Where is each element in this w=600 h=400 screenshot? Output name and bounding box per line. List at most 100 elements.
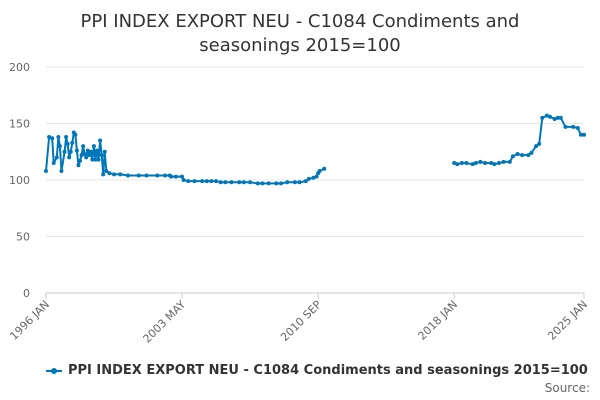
data-point-0-0-66: [285, 180, 290, 185]
data-point-0-0-72: [314, 174, 319, 179]
data-point-0-0-28: [93, 157, 98, 162]
data-point-0-1-16: [526, 153, 531, 158]
data-point-0-1-21: [544, 113, 549, 118]
data-point-0-1-23: [552, 116, 557, 121]
chart-title-line-1: PPI INDEX EXPORT NEU - C1084 Condiments …: [80, 11, 520, 32]
data-point-0-0-12: [68, 149, 73, 154]
data-point-0-0-68: [297, 180, 302, 185]
data-point-0-0-19: [79, 153, 84, 158]
data-point-0-1-17: [529, 150, 534, 155]
data-point-0-0-60: [248, 180, 253, 185]
data-point-0-0-16: [74, 148, 79, 153]
data-point-0-0-17: [76, 163, 81, 168]
legend[interactable]: PPI INDEX EXPORT NEU - C1084 Condiments …: [46, 363, 588, 378]
data-point-0-1-24: [555, 115, 560, 120]
data-point-0-0-8: [62, 149, 67, 154]
data-point-0-1-13: [510, 154, 515, 159]
x-axis: 1996 JAN 2003 MAY 2010 SEP 2018 JAN 2025 JAN: [7, 293, 590, 346]
data-point-0-0-34: [102, 149, 107, 154]
data-point-0-0-7: [59, 168, 64, 173]
data-point-0-0-53: [209, 179, 214, 184]
grid-lines: [46, 66, 584, 294]
data-point-0-0-71: [311, 175, 316, 180]
data-point-0-0-52: [204, 179, 209, 184]
data-point-0-0-23: [85, 148, 90, 153]
data-point-0-0-54: [214, 179, 219, 184]
data-point-0-1-22: [547, 114, 552, 119]
data-point-0-0-18: [78, 158, 83, 163]
data-point-0-1-11: [501, 159, 506, 164]
data-point-0-0-70: [306, 176, 311, 181]
data-point-0-1-29: [578, 132, 583, 137]
data-point-0-0-50: [192, 179, 197, 184]
data-point-0-0-49: [186, 179, 191, 184]
data-point-0-0-10: [65, 141, 70, 146]
data-point-0-1-5: [473, 161, 478, 166]
x-tick-label-3: 2018 JAN: [416, 298, 461, 343]
y-tick-label-200: 200: [9, 61, 30, 74]
x-tick-label-2: 2010 SEP: [278, 298, 324, 344]
data-point-0-0-9: [64, 135, 69, 140]
data-point-0-1-14: [515, 152, 520, 157]
data-point-0-0-62: [260, 181, 265, 186]
source-label: Source:: [544, 381, 590, 395]
data-point-0-0-56: [223, 180, 228, 185]
data-point-0-1-27: [571, 124, 576, 129]
data-point-0-1-15: [520, 153, 525, 158]
data-point-0-0-40: [136, 173, 141, 178]
data-point-0-0-67: [292, 180, 297, 185]
data-point-0-0-26: [90, 157, 95, 162]
chart-title: PPI INDEX EXPORT NEU - C1084 Condiments …: [0, 10, 600, 58]
data-point-0-0-20: [81, 144, 86, 149]
data-point-0-1-18: [534, 144, 539, 149]
data-point-0-1-19: [537, 141, 542, 146]
data-point-0-0-36: [107, 171, 112, 176]
data-point-0-0-57: [229, 180, 234, 185]
data-point-0-0-11: [67, 155, 72, 160]
data-point-0-0-35: [104, 168, 109, 173]
data-point-0-0-25: [88, 149, 93, 154]
data-point-0-0-46: [173, 174, 178, 179]
series-line-0-segment-1: [453, 114, 584, 166]
data-point-0-0-30: [96, 157, 101, 162]
data-point-0-1-20: [540, 115, 545, 120]
data-point-0-1-3: [464, 161, 469, 166]
data-point-0-0-22: [84, 155, 89, 160]
data-point-0-0-29: [95, 148, 100, 153]
data-point-0-0-47: [180, 174, 185, 179]
x-tick-label-4: 2025 JAN: [545, 298, 590, 343]
data-point-0-1-30: [582, 132, 586, 137]
data-point-0-0-65: [278, 181, 283, 186]
data-point-0-0-69: [303, 179, 308, 184]
data-point-0-1-9: [492, 162, 497, 167]
data-point-0-0-2: [50, 136, 55, 141]
data-point-0-1-10: [496, 161, 501, 166]
data-point-0-0-1: [47, 135, 52, 140]
data-point-0-1-0: [452, 161, 457, 166]
data-point-0-0-55: [218, 180, 223, 185]
data-point-0-0-59: [241, 180, 246, 185]
data-point-0-0-61: [255, 181, 260, 186]
x-tick-label-1: 2003 MAY: [141, 298, 189, 346]
y-tick-label-150: 150: [9, 118, 30, 131]
data-point-0-0-63: [266, 181, 271, 186]
y-tick-label-50: 50: [16, 231, 30, 244]
chart-title-line-2: seasonings 2015=100: [199, 35, 401, 56]
data-point-0-0-4: [54, 155, 59, 160]
data-point-0-0-5: [56, 135, 61, 140]
data-point-0-0-43: [163, 173, 168, 178]
data-point-0-1-7: [483, 161, 488, 166]
data-point-0-0-6: [57, 144, 62, 149]
data-point-0-0-75: [322, 166, 327, 171]
data-point-0-0-58: [237, 180, 242, 185]
data-point-0-1-26: [563, 124, 568, 129]
data-point-0-0-64: [274, 181, 279, 186]
series-layer: [44, 113, 586, 186]
y-tick-label-0: 0: [23, 287, 30, 300]
data-point-0-1-25: [558, 115, 563, 120]
data-point-0-0-21: [82, 152, 87, 157]
data-point-0-0-32: [99, 153, 104, 158]
data-point-0-0-51: [200, 179, 205, 184]
legend-label: PPI INDEX EXPORT NEU - C1084 Condiments …: [68, 363, 588, 378]
